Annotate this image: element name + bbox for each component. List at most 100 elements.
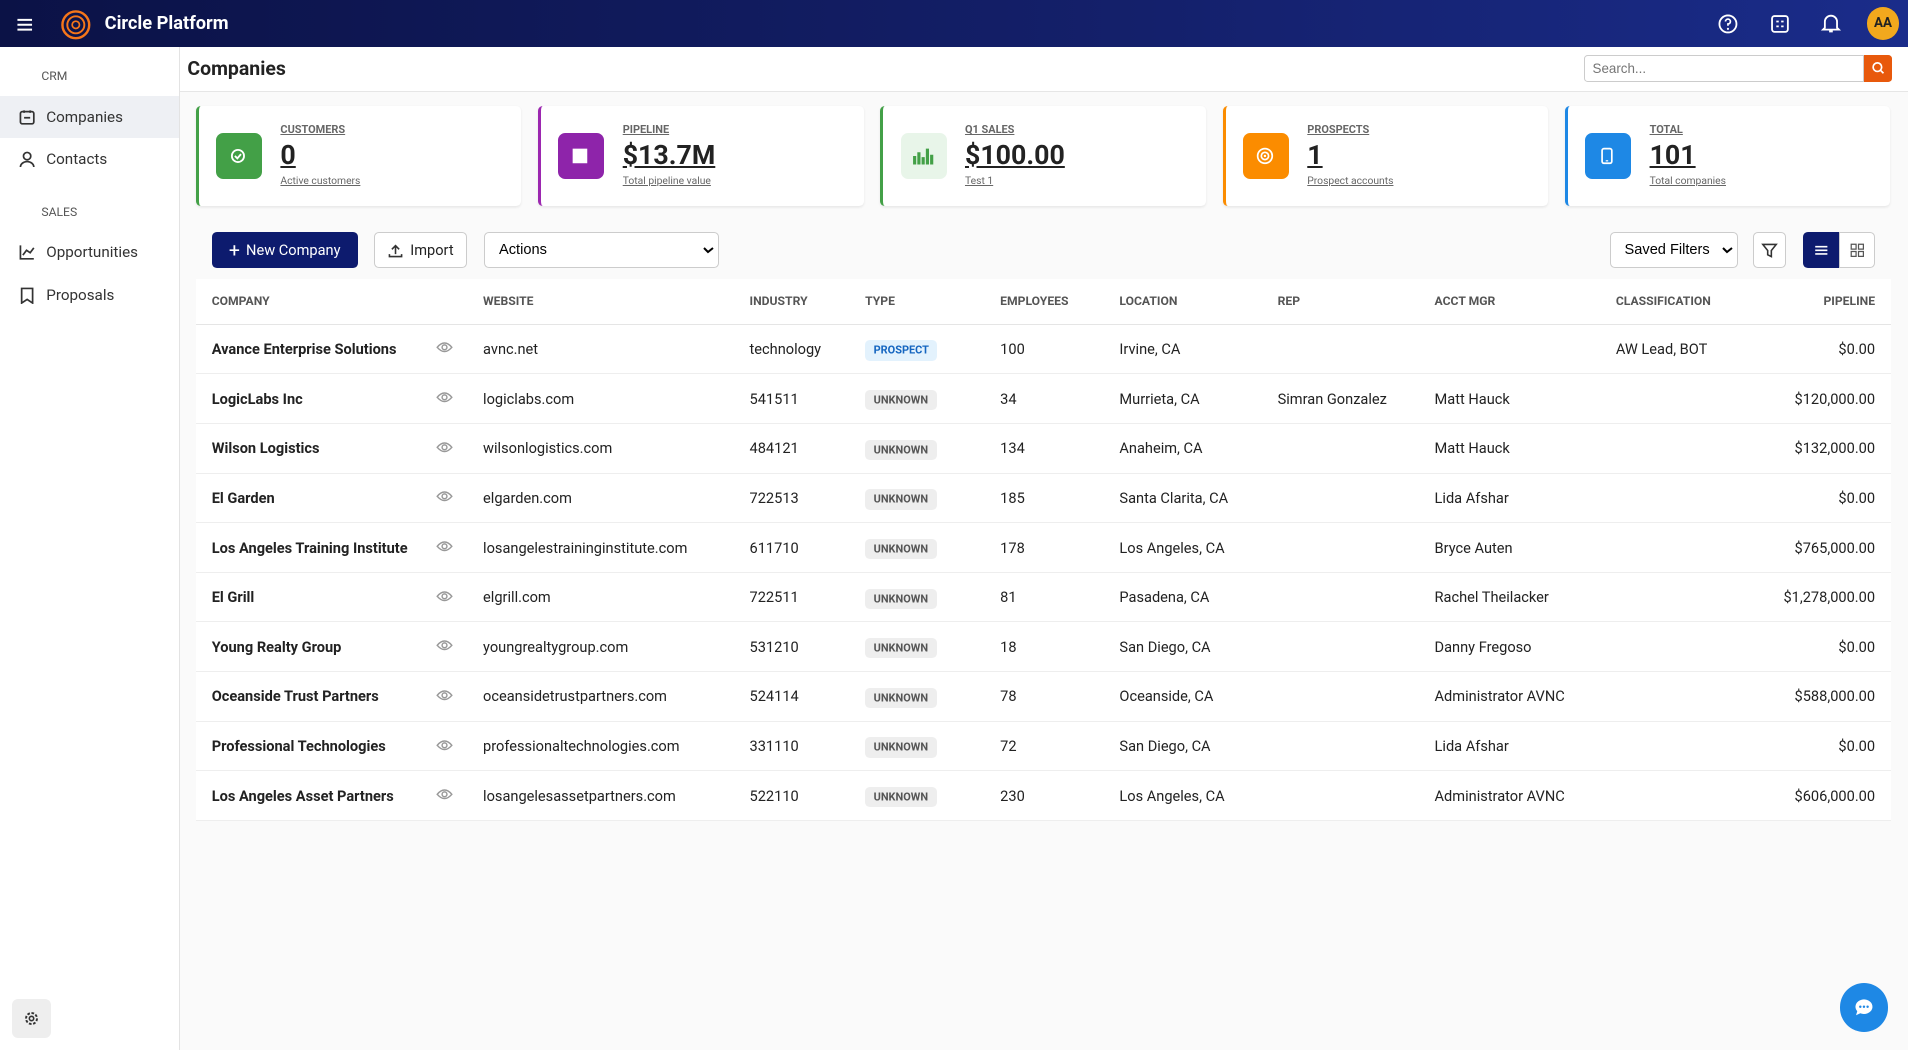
cell-text: 34 (1000, 390, 1016, 408)
stat-card[interactable]: TOTAL101Total companies (1565, 106, 1890, 206)
table-cell: LogicLabs Inc (196, 374, 467, 424)
table-cell: oceansidetrustpartners.com (467, 672, 733, 722)
cell-text: elgarden.com (483, 489, 572, 507)
table-cell: Wilson Logistics (196, 423, 467, 473)
table-cell: Lida Afshar (1419, 473, 1600, 523)
type-badge: UNKNOWN (865, 489, 936, 509)
table-cell: Los Angeles Asset Partners (196, 771, 467, 821)
cell-text: $606,000.00 (1795, 787, 1876, 805)
table-row[interactable]: Los Angeles Training Institute losangeles… (196, 523, 1891, 573)
table-row[interactable]: Young Realty Groupyoungrealtygroup.com53… (196, 622, 1891, 672)
help-icon[interactable] (1717, 13, 1739, 35)
nav-item[interactable]: Contacts (0, 138, 179, 181)
settings-button[interactable] (12, 999, 51, 1038)
cell-text: Oceanside, CA (1119, 687, 1213, 705)
view-icon[interactable] (436, 638, 453, 657)
table-cell: Administrator AVNC (1419, 672, 1600, 722)
cell-text: San Diego, CA (1119, 737, 1210, 755)
cell-text: 185 (1000, 489, 1025, 507)
stat-card[interactable]: PIPELINE$13.7MTotal pipeline value (538, 106, 863, 206)
table-cell: San Diego, CA (1104, 622, 1262, 672)
page-header: Companies (180, 47, 1908, 92)
avatar[interactable]: AA (1867, 7, 1900, 40)
actions-select[interactable]: Actions (484, 232, 719, 267)
table-row[interactable]: Avance Enterprise Solutionsavnc.nettechn… (196, 324, 1891, 374)
table-cell: 134 (984, 423, 1103, 473)
cell-text: Matt Hauck (1435, 390, 1510, 408)
cell-text: Administrator AVNC (1435, 787, 1565, 805)
table-cell: 331110 (734, 721, 850, 771)
cell-text: Santa Clarita, CA (1119, 489, 1228, 507)
cell-text: wilsonlogistics.com (483, 439, 612, 457)
cell-text: $1,278,000.00 (1783, 588, 1875, 606)
filter-button[interactable] (1753, 232, 1786, 267)
view-icon[interactable] (436, 340, 453, 359)
table-cell (1262, 473, 1419, 523)
table-cell (1262, 324, 1419, 374)
type-badge: UNKNOWN (865, 589, 936, 609)
table-row[interactable]: El Gardenelgarden.com722513UNKNOWN185San… (196, 473, 1891, 523)
view-icon[interactable] (436, 489, 453, 508)
cell-text: losangelestraininginstitute.com (483, 539, 687, 557)
view-icon[interactable] (436, 589, 453, 608)
view-icon[interactable] (436, 787, 453, 806)
table-row[interactable]: Professional Technologiesprofessionaltec… (196, 721, 1891, 771)
nav-item[interactable]: Companies (0, 96, 179, 139)
stat-glyph (911, 145, 935, 167)
saved-filters-select[interactable]: Saved Filters (1610, 232, 1738, 267)
stat-card[interactable]: Q1 SALES$100.00Test 1 (880, 106, 1205, 206)
table-row[interactable]: El Grillelgrill.com722511UNKNOWN81Pasade… (196, 572, 1891, 622)
table-cell: AW Lead, BOT (1600, 324, 1753, 374)
table-cell: UNKNOWN (849, 473, 984, 523)
view-icon[interactable] (436, 390, 453, 409)
table-cell: Matt Hauck (1419, 423, 1600, 473)
table-cell: 722511 (734, 572, 850, 622)
list-view-button[interactable] (1803, 232, 1838, 267)
table-cell: Los Angeles Training Institute (196, 523, 467, 573)
grid-view-button[interactable] (1839, 232, 1876, 267)
stat-card[interactable]: PROSPECTS1Prospect accounts (1223, 106, 1548, 206)
table-cell: $606,000.00 (1753, 771, 1891, 821)
table-cell: Professional Technologies (196, 721, 467, 771)
column-header: PIPELINE (1753, 279, 1891, 324)
cell-text: Administrator AVNC (1435, 687, 1565, 705)
table-row[interactable]: Los Angeles Asset Partnerslosangelesasse… (196, 771, 1891, 821)
import-button[interactable]: Import (374, 232, 468, 267)
search-input[interactable] (1584, 55, 1864, 82)
table-cell (1262, 771, 1419, 821)
table-cell (1600, 622, 1753, 672)
type-badge: UNKNOWN (865, 539, 936, 559)
stat-card[interactable]: CUSTOMERS0Active customers (196, 106, 521, 206)
view-icon[interactable] (436, 440, 453, 459)
stat-label: Q1 SALES (965, 123, 1014, 136)
table-row[interactable]: Wilson Logistics wilsonlogistics.com 48412… (196, 423, 1891, 473)
type-badge: UNKNOWN (865, 440, 936, 460)
search-button[interactable] (1864, 55, 1892, 82)
menu-icon[interactable] (15, 15, 34, 34)
table-cell (1262, 622, 1419, 672)
table-cell: UNKNOWN (849, 771, 984, 821)
apps-icon[interactable] (1769, 13, 1791, 35)
view-icon[interactable] (436, 539, 453, 558)
nav-item[interactable]: Proposals (0, 274, 179, 317)
table-cell: 531210 (734, 622, 850, 672)
table-row[interactable]: Oceanside Trust Partnersoceansidetrustpa… (196, 672, 1891, 722)
chat-button[interactable] (1840, 983, 1889, 1032)
view-icon[interactable] (436, 738, 453, 757)
view-icon[interactable] (436, 688, 453, 707)
nav-item[interactable]: Opportunities (0, 231, 179, 274)
table-cell (1600, 771, 1753, 821)
new-company-label: New Company (246, 241, 340, 259)
notifications-icon[interactable] (1820, 12, 1842, 34)
new-company-button[interactable]: +New Company (212, 232, 358, 267)
stat-sub: Test 1 (965, 174, 993, 187)
cell-text: 18 (1000, 638, 1016, 656)
cell-text: 78 (1000, 687, 1016, 705)
cell-text: 331110 (750, 737, 799, 755)
cell-text: $765,000.00 (1795, 539, 1876, 557)
cell-text: Rachel Theilacker (1435, 588, 1549, 606)
nav-section: SALESOpportunitiesProposals (0, 205, 179, 316)
table-cell: $120,000.00 (1753, 374, 1891, 424)
table-row[interactable]: LogicLabs Inclogiclabs.com541511UNKNOWN3… (196, 374, 1891, 424)
table-cell: 484121 (734, 423, 850, 473)
